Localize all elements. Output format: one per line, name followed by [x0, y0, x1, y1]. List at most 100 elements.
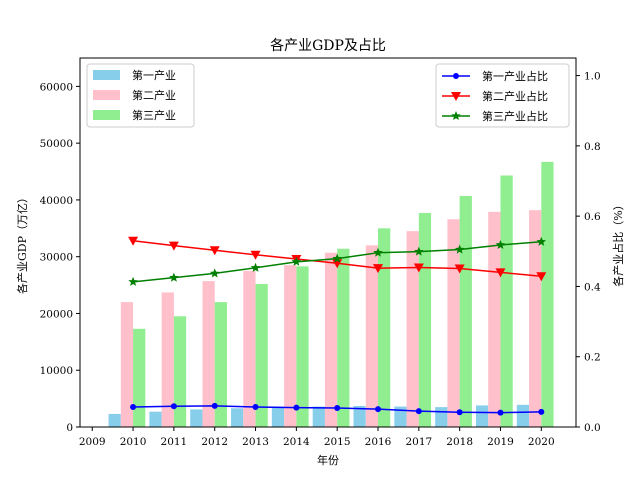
bar-1-2014 [271, 406, 285, 427]
bar-3-2012 [214, 302, 227, 427]
point-3-2019 [495, 239, 506, 250]
point-2-2010 [128, 236, 139, 246]
bar-1-2012 [190, 409, 203, 427]
point-1-2012 [211, 402, 218, 409]
bar-2-2019 [488, 211, 501, 427]
axes-layer: 2009 2010 2011 2012 2013 2014 2015 2016 2017 2018… [40, 57, 601, 448]
x-tick-label: 2019 [487, 436, 514, 448]
bar-3-2013 [255, 283, 268, 427]
legend-swatch [93, 90, 120, 100]
bar-1-2010 [108, 413, 121, 427]
legend-label: 第一产业占比 [482, 69, 548, 83]
point-2-2012 [209, 246, 220, 256]
y-tick-label: 30000 [40, 252, 73, 264]
y-tick-label: 0 [66, 422, 73, 434]
bar-2-2012 [202, 281, 215, 427]
y-tick-label: 10000 [40, 365, 73, 377]
x-tick-label: 2020 [528, 436, 555, 448]
chart-title: 各产业GDP及占比 [270, 38, 386, 54]
point-2-2013 [250, 250, 261, 260]
legend-marker [453, 73, 459, 79]
legend-label: 第三产业占比 [482, 109, 548, 123]
x-tick-label: 2012 [201, 436, 228, 448]
point-2-2020 [536, 272, 547, 282]
y2-tick-label: 0.2 [584, 352, 601, 364]
bar-3-2011 [173, 316, 187, 427]
y-tick-label: 60000 [40, 81, 73, 93]
bar-3-2020 [541, 161, 554, 427]
bar-1-2011 [149, 411, 162, 427]
point-3-2011 [169, 272, 179, 282]
legend-marker [451, 92, 461, 101]
bar-2-2015 [324, 252, 338, 427]
point-1-2014 [293, 404, 300, 411]
bar-2-2010 [120, 302, 134, 427]
bar-2-2017 [406, 231, 419, 427]
legend-label: 第三产业 [132, 108, 176, 122]
point-3-2012 [209, 268, 220, 278]
legend-lines-box [435, 63, 570, 128]
y-axis-label: 各产业GDP（万亿） [15, 192, 29, 294]
bar-2-2016 [365, 245, 379, 427]
bar-1-2017 [394, 406, 407, 427]
point-1-2018 [456, 409, 463, 416]
bar-2-2020 [529, 210, 542, 427]
x-tick-label: 2018 [446, 436, 473, 448]
bar-2-2013 [243, 270, 256, 427]
legend-marker [451, 111, 461, 121]
y2-tick-label: 0.4 [584, 281, 601, 293]
legend-label: 第二产业 [132, 88, 176, 102]
legend-swatch [93, 70, 120, 80]
x-tick-label: 2014 [283, 436, 310, 448]
bars-layer [108, 161, 554, 427]
x-axis-label: 年份 [317, 453, 339, 467]
bar-2-2011 [161, 292, 174, 427]
bar-1-2019 [475, 405, 489, 427]
point-1-2020 [538, 408, 545, 415]
legend-swatch [93, 110, 120, 120]
point-1-2011 [170, 403, 177, 410]
plot-frame [79, 57, 577, 428]
point-3-2017 [414, 246, 424, 256]
point-1-2019 [497, 409, 504, 416]
y2-tick-label: 0.0 [584, 422, 601, 434]
y2-tick-label: 0.8 [584, 141, 601, 153]
point-3-2016 [373, 247, 383, 257]
y-tick-label: 40000 [40, 195, 73, 207]
point-1-2017 [415, 408, 422, 415]
point-3-2015 [332, 253, 342, 263]
point-1-2015 [334, 405, 341, 412]
point-2-2011 [168, 241, 179, 251]
x-tick-label: 2010 [120, 436, 147, 448]
y-tick-label: 50000 [40, 138, 73, 150]
bar-2-2014 [284, 265, 297, 427]
bar-3-2016 [378, 228, 391, 427]
bar-2-2018 [447, 219, 460, 427]
y2-tick-label: 1.0 [584, 71, 601, 83]
bar-3-2014 [296, 266, 309, 427]
point-1-2013 [252, 403, 259, 410]
point-2-2017 [413, 263, 424, 273]
y-tick-label: 20000 [40, 308, 73, 320]
y2-tick-label: 0.6 [584, 211, 601, 223]
bar-1-2013 [231, 408, 244, 427]
bar-1-2015 [312, 406, 325, 427]
x-tick-label: 2016 [365, 436, 392, 448]
x-tick-label: 2013 [242, 436, 269, 448]
bar-3-2017 [418, 212, 432, 427]
bar-3-2015 [337, 248, 350, 427]
bar-3-2010 [133, 328, 146, 427]
x-tick-label: 2015 [324, 436, 351, 448]
point-3-2020 [536, 236, 547, 246]
legend-label: 第一产业 [132, 68, 176, 82]
x-tick-label: 2009 [79, 436, 106, 448]
bar-1-2018 [435, 407, 448, 427]
point-2-2016 [373, 264, 384, 274]
bar-1-2016 [353, 405, 366, 427]
legend-label: 第二产业占比 [482, 89, 548, 103]
point-3-2018 [454, 244, 465, 254]
x-tick-label: 2011 [161, 436, 188, 448]
